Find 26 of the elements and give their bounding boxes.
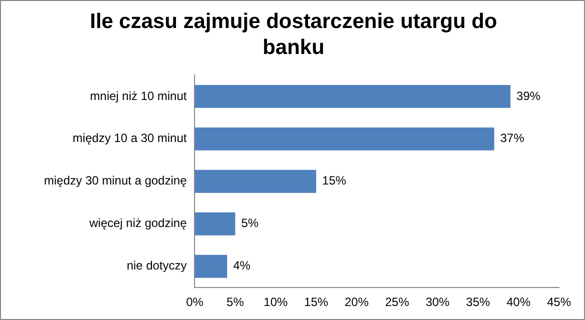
x-tick-label: 15% — [304, 295, 328, 310]
data-label: 15% — [322, 174, 347, 188]
x-tick-label: 30% — [426, 295, 450, 310]
x-tick-label: 20% — [344, 295, 369, 310]
x-tick-label: 35% — [466, 295, 490, 310]
bar — [194, 170, 316, 193]
y-tick-label: między 10 a 30 minut — [72, 131, 188, 146]
bar — [194, 127, 494, 150]
x-tick-label: 25% — [385, 295, 410, 310]
x-tick-label: 10% — [264, 295, 288, 310]
data-label: 39% — [516, 88, 541, 103]
bar — [194, 84, 510, 108]
data-label: 4% — [233, 258, 251, 273]
data-label: 5% — [241, 216, 259, 230]
y-tick-label: nie dotyczy — [126, 258, 187, 273]
bar — [194, 212, 236, 236]
y-tick-label: mniej niż 10 minut — [90, 88, 188, 103]
x-tick-label: 5% — [226, 295, 244, 310]
chart-title: Ile czasu zajmuje dostarczenie utargu do banku — [88, 9, 498, 61]
x-tick-label: 45% — [546, 295, 572, 310]
x-tick-label: 0% — [186, 295, 204, 310]
data-label: 37% — [500, 131, 525, 146]
y-tick-label: więcej niż godzinę — [88, 216, 188, 230]
x-tick-label: 40% — [506, 295, 531, 310]
bar — [194, 254, 228, 278]
y-tick-label: między 30 minut a godzinę — [44, 174, 188, 188]
